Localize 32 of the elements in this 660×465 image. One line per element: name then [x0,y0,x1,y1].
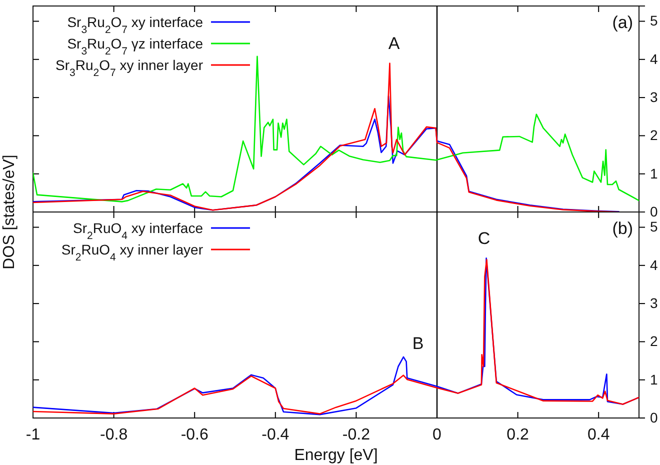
legend-label: Sr$_{3}$Ru$_{2}$O$_{7}$ xy interface [67,14,204,36]
y-tick-label: 1 [650,165,658,182]
x-tick-label: 0.4 [587,426,610,444]
x-tick-label: -0.2 [342,426,370,444]
legend-label: Sr$_{3}$Ru$_{2}$O$_{7}$ xy inner layer [56,57,204,79]
legend-label: Sr$_{2}$RuO$_{4}$ xy interface [73,220,204,242]
x-axis-title: Energy [eV] [294,447,378,464]
y-tick-label: 4 [650,50,658,67]
x-tick-label: -0.6 [180,426,208,444]
legend-label: Sr$_{2}$RuO$_{4}$ xy inner layer [61,242,204,264]
y-tick-label: 3 [650,295,658,312]
legend-label: Sr$_{3}$Ru$_{2}$O$_{7}$ γz interface [67,36,204,58]
annotation: (b) [612,219,633,238]
y-tick-label: 4 [650,256,658,273]
y-tick-label: 5 [650,12,658,29]
y-tick-label: 2 [650,127,658,144]
x-tick-label: 0 [432,426,442,444]
y-axis-title: DOS [states/eV] [1,154,18,270]
x-tick-label: 0.2 [506,426,530,444]
y-tick-label: 1 [650,371,658,388]
annotation: (a) [612,13,633,32]
annotation: A [388,34,400,53]
y-tick-label: 0 [650,409,658,426]
x-tick-label: -1 [26,426,40,444]
annotation: B [412,334,424,353]
annotation: C [478,228,490,248]
y-tick-label: 5 [650,218,658,235]
y-tick-label: 2 [650,333,658,350]
x-tick-label: -0.4 [262,426,290,444]
y-tick-label: 3 [650,89,658,106]
y-tick-label: 0 [650,203,658,220]
x-tick-label: -0.8 [100,426,128,444]
